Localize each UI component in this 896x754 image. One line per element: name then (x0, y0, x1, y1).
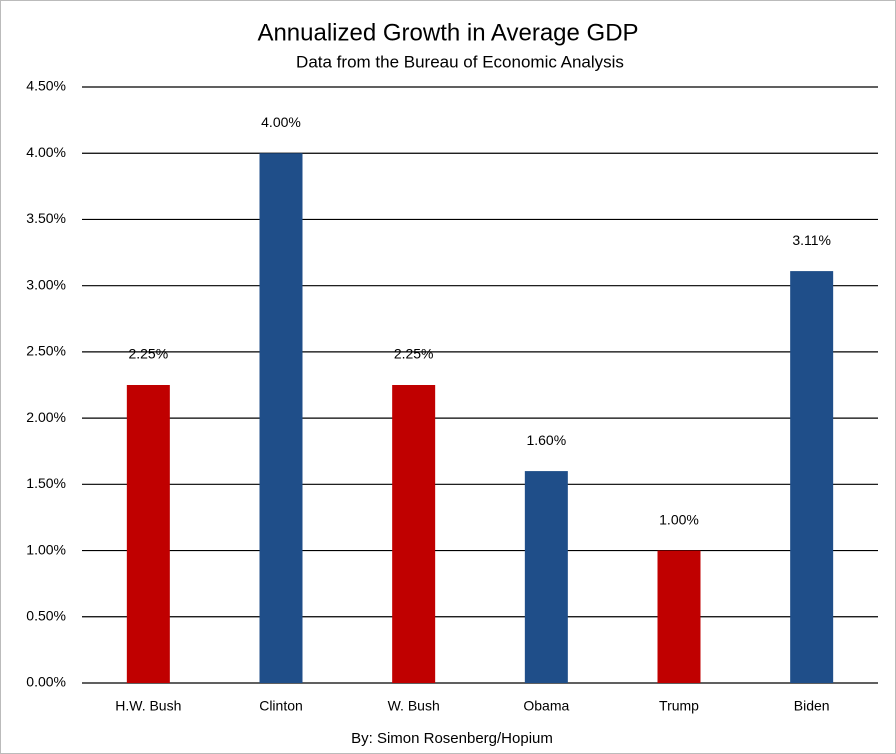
x-tick-label: H.W. Bush (115, 698, 181, 714)
x-tick-label: Obama (523, 698, 569, 714)
y-tick-label: 4.00% (26, 144, 66, 160)
data-label: 2.25% (394, 346, 434, 362)
bar (524, 471, 568, 683)
bar (392, 385, 436, 683)
data-label: 3.11% (792, 232, 831, 248)
data-label: 2.25% (128, 346, 168, 362)
x-tick-label: Trump (659, 698, 699, 714)
y-tick-label: 0.50% (26, 607, 66, 623)
chart-subtitle: Data from the Bureau of Economic Analysi… (296, 52, 624, 71)
y-tick-label: 0.00% (26, 674, 66, 690)
bar (790, 271, 834, 683)
data-label: 1.00% (659, 511, 699, 527)
data-label: 4.00% (261, 114, 301, 130)
bar (259, 153, 303, 683)
y-tick-label: 1.50% (26, 475, 66, 491)
x-tick-label: W. Bush (388, 698, 440, 714)
y-tick-label: 3.50% (26, 210, 66, 226)
y-tick-label: 4.50% (26, 78, 66, 94)
bar (657, 550, 701, 683)
x-tick-label: Clinton (259, 698, 303, 714)
y-tick-label: 2.50% (26, 343, 66, 359)
y-tick-label: 1.00% (26, 541, 66, 557)
bar (126, 385, 170, 683)
y-tick-label: 3.00% (26, 276, 66, 292)
y-tick-label: 2.00% (26, 409, 66, 425)
chart-title: Annualized Growth in Average GDP (257, 19, 638, 46)
x-tick-label: Biden (794, 698, 830, 714)
chart-footer: By: Simon Rosenberg/Hopium (351, 730, 553, 747)
data-label: 1.60% (526, 432, 566, 448)
